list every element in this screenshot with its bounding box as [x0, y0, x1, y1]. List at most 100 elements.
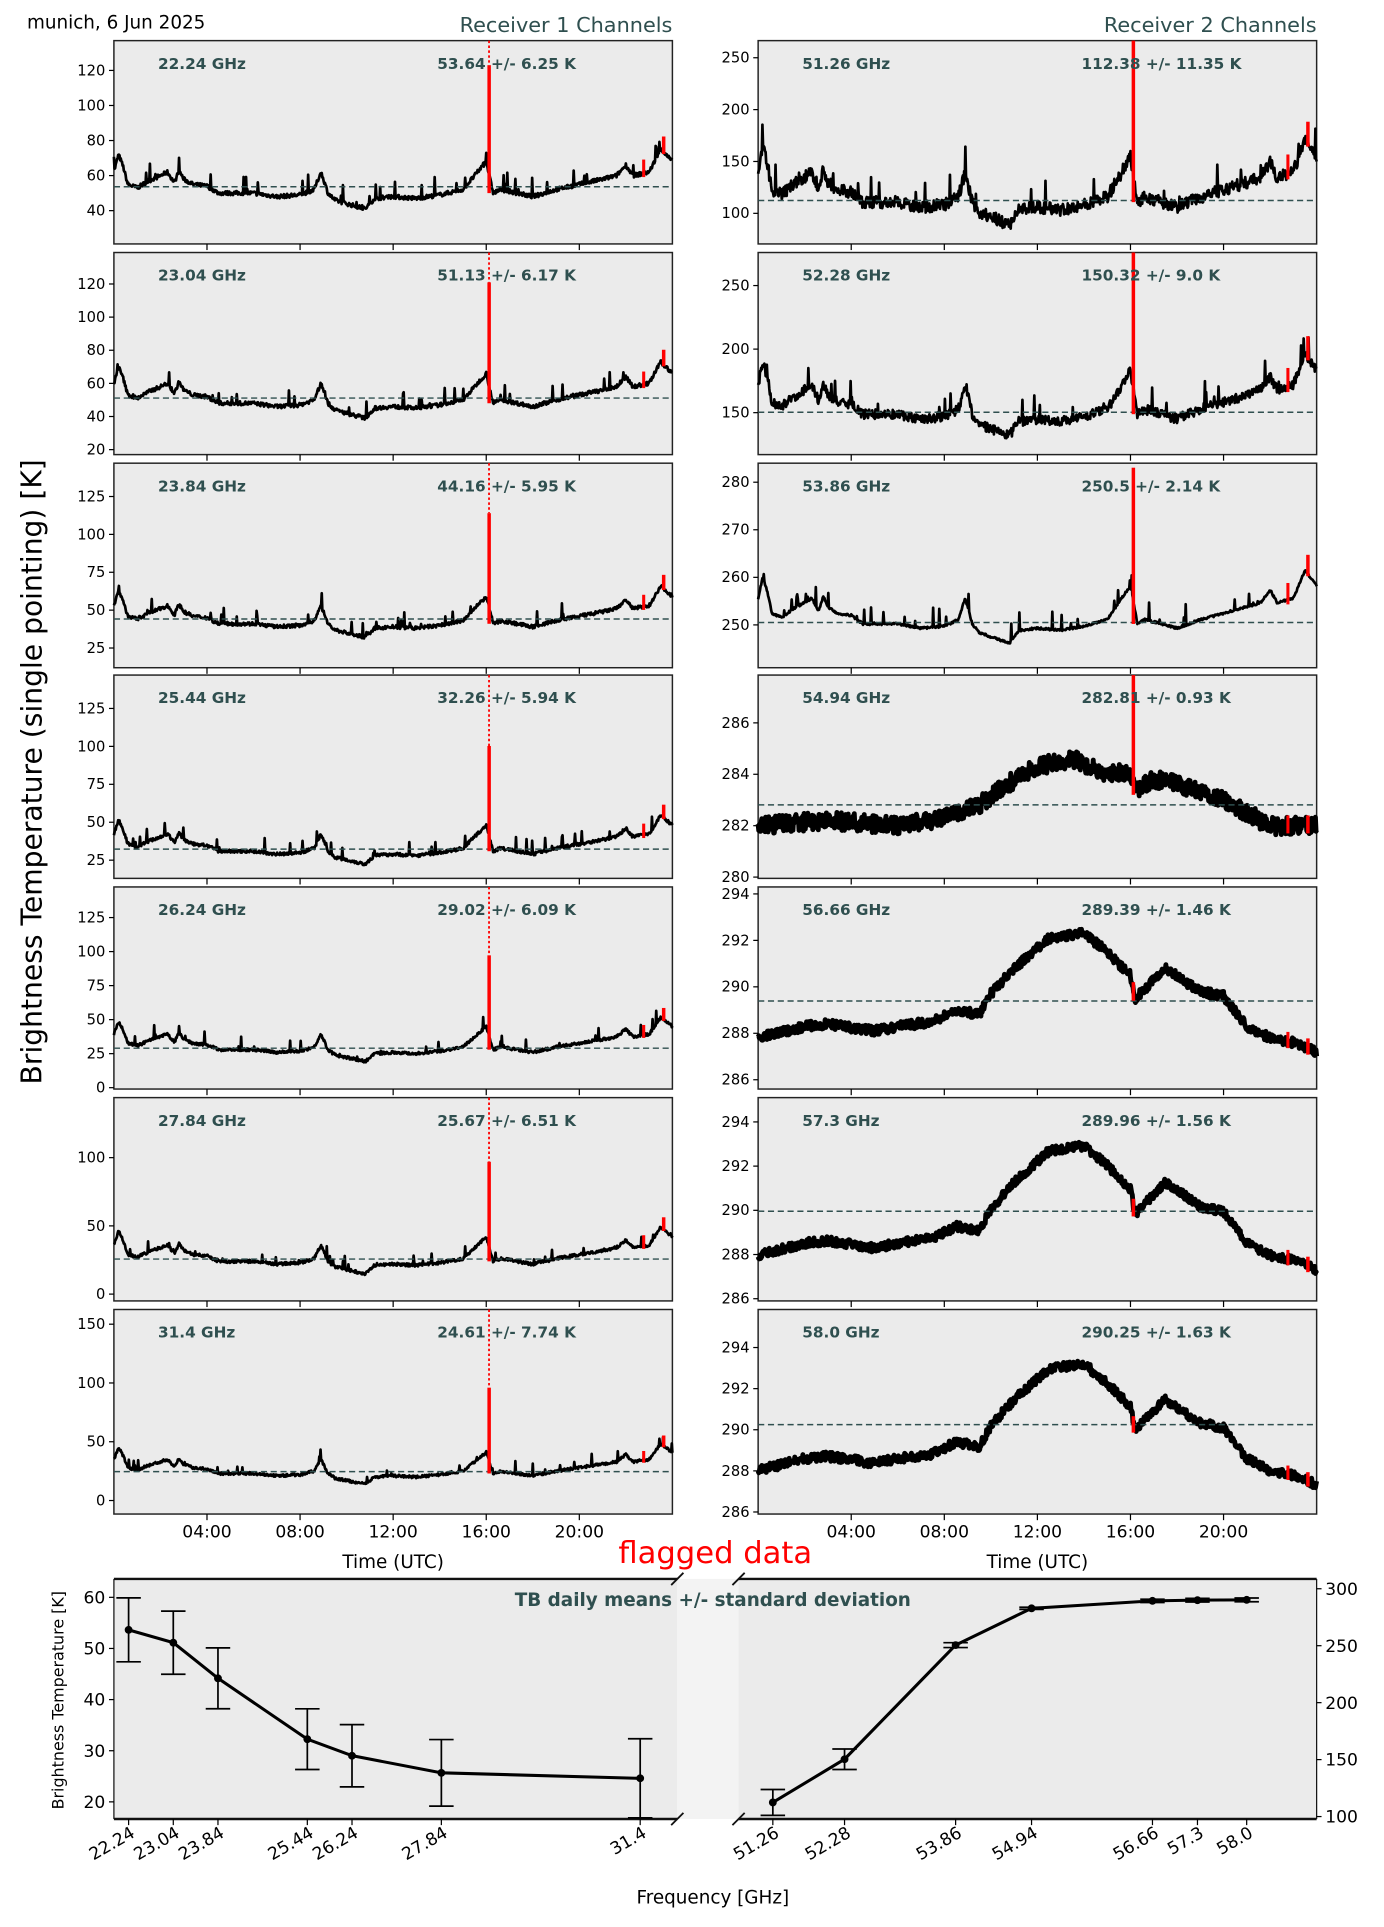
- axis-break-mark: [731, 1572, 746, 1586]
- flagged-segment: [1306, 1256, 1310, 1273]
- y-tick-label: 280: [722, 869, 750, 886]
- mean-point: [303, 1735, 312, 1744]
- flagged-segment: [1286, 1249, 1290, 1266]
- y-tick-label: 286: [722, 1504, 750, 1521]
- axis-break-mark: [731, 1812, 746, 1826]
- channel-stats-label: 289.96 +/- 1.56 K: [1081, 1112, 1232, 1130]
- y-tick-label-right: 100: [1325, 1808, 1358, 1828]
- channel-panel: 150 200 250 52.28 GHz 150.32 +/- 9.0 K: [722, 251, 1318, 461]
- flagged-segment: [642, 1024, 646, 1038]
- flagged-segment: [487, 955, 491, 1050]
- channel-frequency-label: 23.84 GHz: [158, 477, 246, 495]
- summary-bg-right: [738, 1578, 1317, 1820]
- flagged-segment: [1306, 336, 1310, 361]
- y-tick-label: 150: [722, 153, 750, 170]
- flagged-segment: [661, 349, 666, 367]
- channel-panel: 20 40 60 80 100 120 23.04 GHz 51.13 +/- 6.17 K: [77, 251, 674, 461]
- series-line: [112, 814, 674, 867]
- summary-y-label: Brightness Temperature [K]: [49, 1591, 68, 1809]
- y-tick-label: 282: [722, 818, 750, 835]
- flagged-segment: [1286, 367, 1290, 393]
- y-tick-label-right: 250: [1325, 1637, 1358, 1657]
- panel-background: [113, 1308, 674, 1515]
- flagged-segment: [1286, 154, 1290, 180]
- channel-panel: 100 150 200 250 51.26 GHz 112.38 +/- 11.35 K: [722, 39, 1318, 251]
- x-tick-label: 31.4: [607, 1823, 650, 1859]
- y-tick-label: 290: [722, 979, 750, 996]
- flagged-segment: [1306, 554, 1310, 577]
- y-tick-label-right: 300: [1325, 1580, 1358, 1600]
- channel-stats-label: 24.61 +/- 7.74 K: [437, 1324, 577, 1342]
- flagged-segment: [661, 1435, 666, 1448]
- channel-panel: 0 25 50 75 100 125 26.24 GHz 29.02 +/- 6.09 K: [77, 886, 674, 1097]
- panel-background: [113, 39, 674, 245]
- panel-background: [757, 1096, 1318, 1302]
- y-tick-label: 50: [87, 1434, 106, 1451]
- y-tick-label: 280: [722, 474, 750, 491]
- y-tick-label: 100: [77, 309, 105, 326]
- flagged-segment: [487, 282, 491, 404]
- receiver2-title: Receiver 2 Channels: [1104, 13, 1317, 37]
- channel-frequency-label: 31.4 GHz: [158, 1324, 235, 1342]
- x-tick-label: 12:00: [1013, 1522, 1062, 1542]
- y-tick-label-right: 200: [1325, 1694, 1358, 1714]
- x-tick-label: 52.28: [802, 1823, 854, 1865]
- panel-background: [113, 886, 674, 1090]
- y-tick-label: 120: [77, 62, 105, 79]
- channel-panel: 286 288 290 292 294 04:00 08:00 12:00 16:00 20:00…: [722, 1308, 1320, 1542]
- series-line: [755, 1139, 1319, 1276]
- mean-point: [1193, 1596, 1202, 1605]
- panel-background: [757, 1308, 1318, 1515]
- axis-break-mark: [670, 1812, 685, 1826]
- y-tick-label-right: 150: [1325, 1751, 1358, 1771]
- series-line: [112, 140, 674, 211]
- mean-point: [951, 1641, 960, 1650]
- y-tick-label: 260: [722, 569, 750, 586]
- mean-point: [1148, 1596, 1157, 1605]
- y-tick-label: 290: [722, 1422, 750, 1439]
- flagged-segment: [1131, 982, 1136, 1001]
- y-tick-label: 150: [77, 1316, 105, 1333]
- flagged-segment: [1286, 1031, 1290, 1049]
- y-axis-label: Brightness Temperature (single pointing)…: [16, 459, 49, 1084]
- x-axis-label-right: Time (UTC): [986, 1552, 1089, 1573]
- x-tick-label: 57.3: [1164, 1823, 1207, 1859]
- channel-frequency-label: 56.66 GHz: [802, 901, 890, 919]
- mean-point: [214, 1674, 222, 1683]
- y-tick-label: 292: [722, 932, 750, 949]
- y-tick-label: 75: [87, 564, 106, 581]
- flagged-segment: [487, 1387, 491, 1474]
- flagged-segment: [642, 159, 646, 178]
- series-line: [755, 749, 1319, 838]
- y-tick-label: 286: [722, 1291, 750, 1308]
- y-tick-label: 292: [722, 1158, 750, 1175]
- y-tick-label: 250: [722, 50, 750, 67]
- x-tick-label: 54.94: [989, 1823, 1041, 1865]
- y-tick-label: 286: [722, 1072, 750, 1089]
- channel-panel: 0 50 100 150 04:00 08:00 12:00 16:00 20:00 31.4 G…: [77, 1308, 674, 1542]
- y-tick-label-left: 50: [84, 1640, 106, 1660]
- channel-panel: 25 50 75 100 125 23.84 GHz 44.16 +/- 5.95 K: [77, 462, 674, 674]
- x-tick-label: 26.24: [309, 1823, 361, 1865]
- summary-chart: Brightness Temperature [K] Frequency [GH…: [49, 1572, 1358, 1909]
- channel-stats-label: 32.26 +/- 5.94 K: [437, 689, 577, 707]
- channel-stats-label: 282.81 +/- 0.93 K: [1081, 689, 1232, 707]
- receiver1-title: Receiver 1 Channels: [460, 13, 673, 37]
- summary-x-label: Frequency [GHz]: [636, 1888, 789, 1909]
- channel-frequency-label: 58.0 GHz: [802, 1324, 879, 1342]
- channel-frequency-label: 27.84 GHz: [158, 1112, 246, 1130]
- y-tick-label: 250: [722, 277, 750, 294]
- series-line: [756, 123, 1318, 230]
- x-tick-label: 22.24: [86, 1823, 138, 1865]
- y-tick-label: 100: [77, 738, 105, 755]
- y-tick-label-left: 40: [84, 1691, 106, 1711]
- flagged-segment: [661, 136, 666, 155]
- flagged-segment: [1131, 252, 1136, 415]
- series-line: [112, 1435, 674, 1486]
- series-line: [112, 1009, 674, 1064]
- flagged-segment: [1131, 467, 1136, 624]
- channel-panel: 280 282 284 286 54.94 GHz 282.81 +/- 0.93 K: [722, 674, 1319, 886]
- y-tick-label: 20: [87, 442, 106, 459]
- x-tick-label: 08:00: [275, 1522, 324, 1542]
